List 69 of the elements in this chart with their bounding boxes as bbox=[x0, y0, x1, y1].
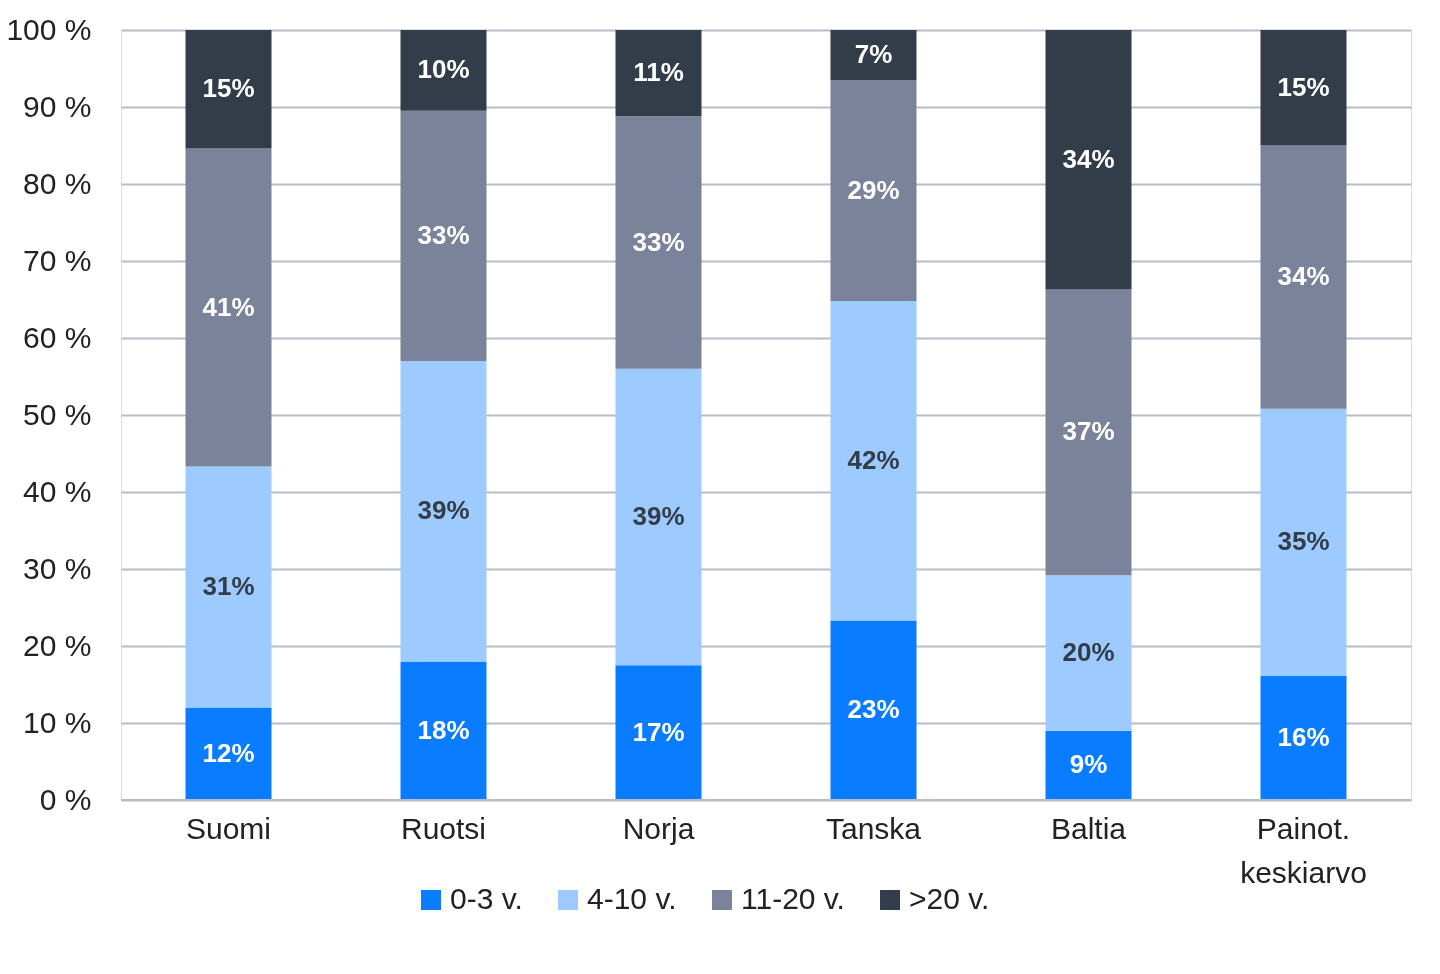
data-label: 34% bbox=[1277, 261, 1330, 292]
y-tick-label: 0 % bbox=[39, 782, 92, 816]
data-label: 39% bbox=[417, 495, 470, 526]
x-tick-label: Suomi bbox=[185, 811, 272, 845]
bar bbox=[185, 148, 272, 467]
data-label: 11% bbox=[633, 57, 684, 88]
x-tick-label: Norja bbox=[622, 811, 695, 845]
bar bbox=[830, 30, 917, 81]
bar bbox=[1045, 575, 1132, 731]
legend-label: >20 v. bbox=[909, 882, 990, 915]
data-label: 15% bbox=[202, 73, 255, 104]
data-label: 41% bbox=[202, 291, 255, 322]
bar bbox=[185, 707, 272, 800]
y-tick-label: 10 % bbox=[23, 705, 92, 739]
y-tick-label: 40 % bbox=[23, 474, 92, 508]
bar bbox=[1260, 145, 1347, 409]
data-label: 12% bbox=[202, 737, 255, 768]
bar bbox=[1260, 676, 1347, 800]
bar bbox=[185, 30, 272, 149]
y-tick-label: 100 % bbox=[6, 12, 92, 46]
data-label: 17% bbox=[632, 716, 685, 747]
y-tick-label: 70 % bbox=[23, 243, 92, 277]
bar bbox=[400, 661, 487, 800]
bar bbox=[615, 368, 702, 666]
y-tick-label: 30 % bbox=[23, 551, 92, 585]
y-tick-label: 80 % bbox=[23, 166, 92, 200]
bar bbox=[615, 116, 702, 369]
legend-label: 4-10 v. bbox=[587, 882, 677, 915]
data-label: 31% bbox=[202, 571, 255, 602]
bar bbox=[1260, 408, 1347, 677]
bar bbox=[400, 30, 487, 111]
data-label: 33% bbox=[632, 226, 685, 257]
bar bbox=[1045, 730, 1132, 800]
data-label: 23% bbox=[847, 694, 900, 725]
data-label: 34% bbox=[1062, 143, 1115, 174]
bar bbox=[1045, 289, 1132, 576]
data-label: 29% bbox=[847, 174, 900, 205]
data-label: 37% bbox=[1062, 416, 1115, 447]
data-label: 18% bbox=[417, 714, 470, 745]
y-tick-label: 90 % bbox=[23, 89, 92, 123]
x-tick-label: Tanska bbox=[825, 811, 922, 845]
bar bbox=[1260, 30, 1347, 146]
bar bbox=[830, 620, 917, 800]
y-tick-label: 20 % bbox=[23, 628, 92, 662]
bar bbox=[1045, 30, 1132, 290]
x-tick-label: Painot. keskiarvo bbox=[1240, 811, 1367, 889]
bar bbox=[400, 361, 487, 662]
bar bbox=[400, 110, 487, 362]
data-label: 20% bbox=[1062, 636, 1115, 667]
legend-label: 11-20 v. bbox=[741, 882, 845, 915]
bar bbox=[615, 665, 702, 800]
data-label: 33% bbox=[417, 219, 470, 250]
y-tick-label: 60 % bbox=[23, 320, 92, 354]
bar bbox=[830, 80, 917, 302]
data-label: 35% bbox=[1277, 526, 1330, 557]
data-label: 39% bbox=[632, 501, 685, 532]
bar bbox=[185, 466, 272, 708]
x-tick-label: Ruotsi bbox=[400, 811, 487, 845]
data-label: 9% bbox=[1069, 749, 1108, 780]
y-tick-label: 50 % bbox=[23, 397, 92, 431]
x-tick-label: Baltia bbox=[1050, 811, 1127, 845]
data-label: 7% bbox=[854, 39, 893, 70]
legend-label: 0-3 v. bbox=[450, 882, 523, 915]
data-label: 10% bbox=[417, 54, 470, 85]
data-label: 15% bbox=[1277, 71, 1330, 102]
data-label: 16% bbox=[1277, 722, 1330, 753]
bar bbox=[615, 30, 702, 117]
data-label: 42% bbox=[847, 444, 900, 475]
bar bbox=[830, 301, 917, 621]
